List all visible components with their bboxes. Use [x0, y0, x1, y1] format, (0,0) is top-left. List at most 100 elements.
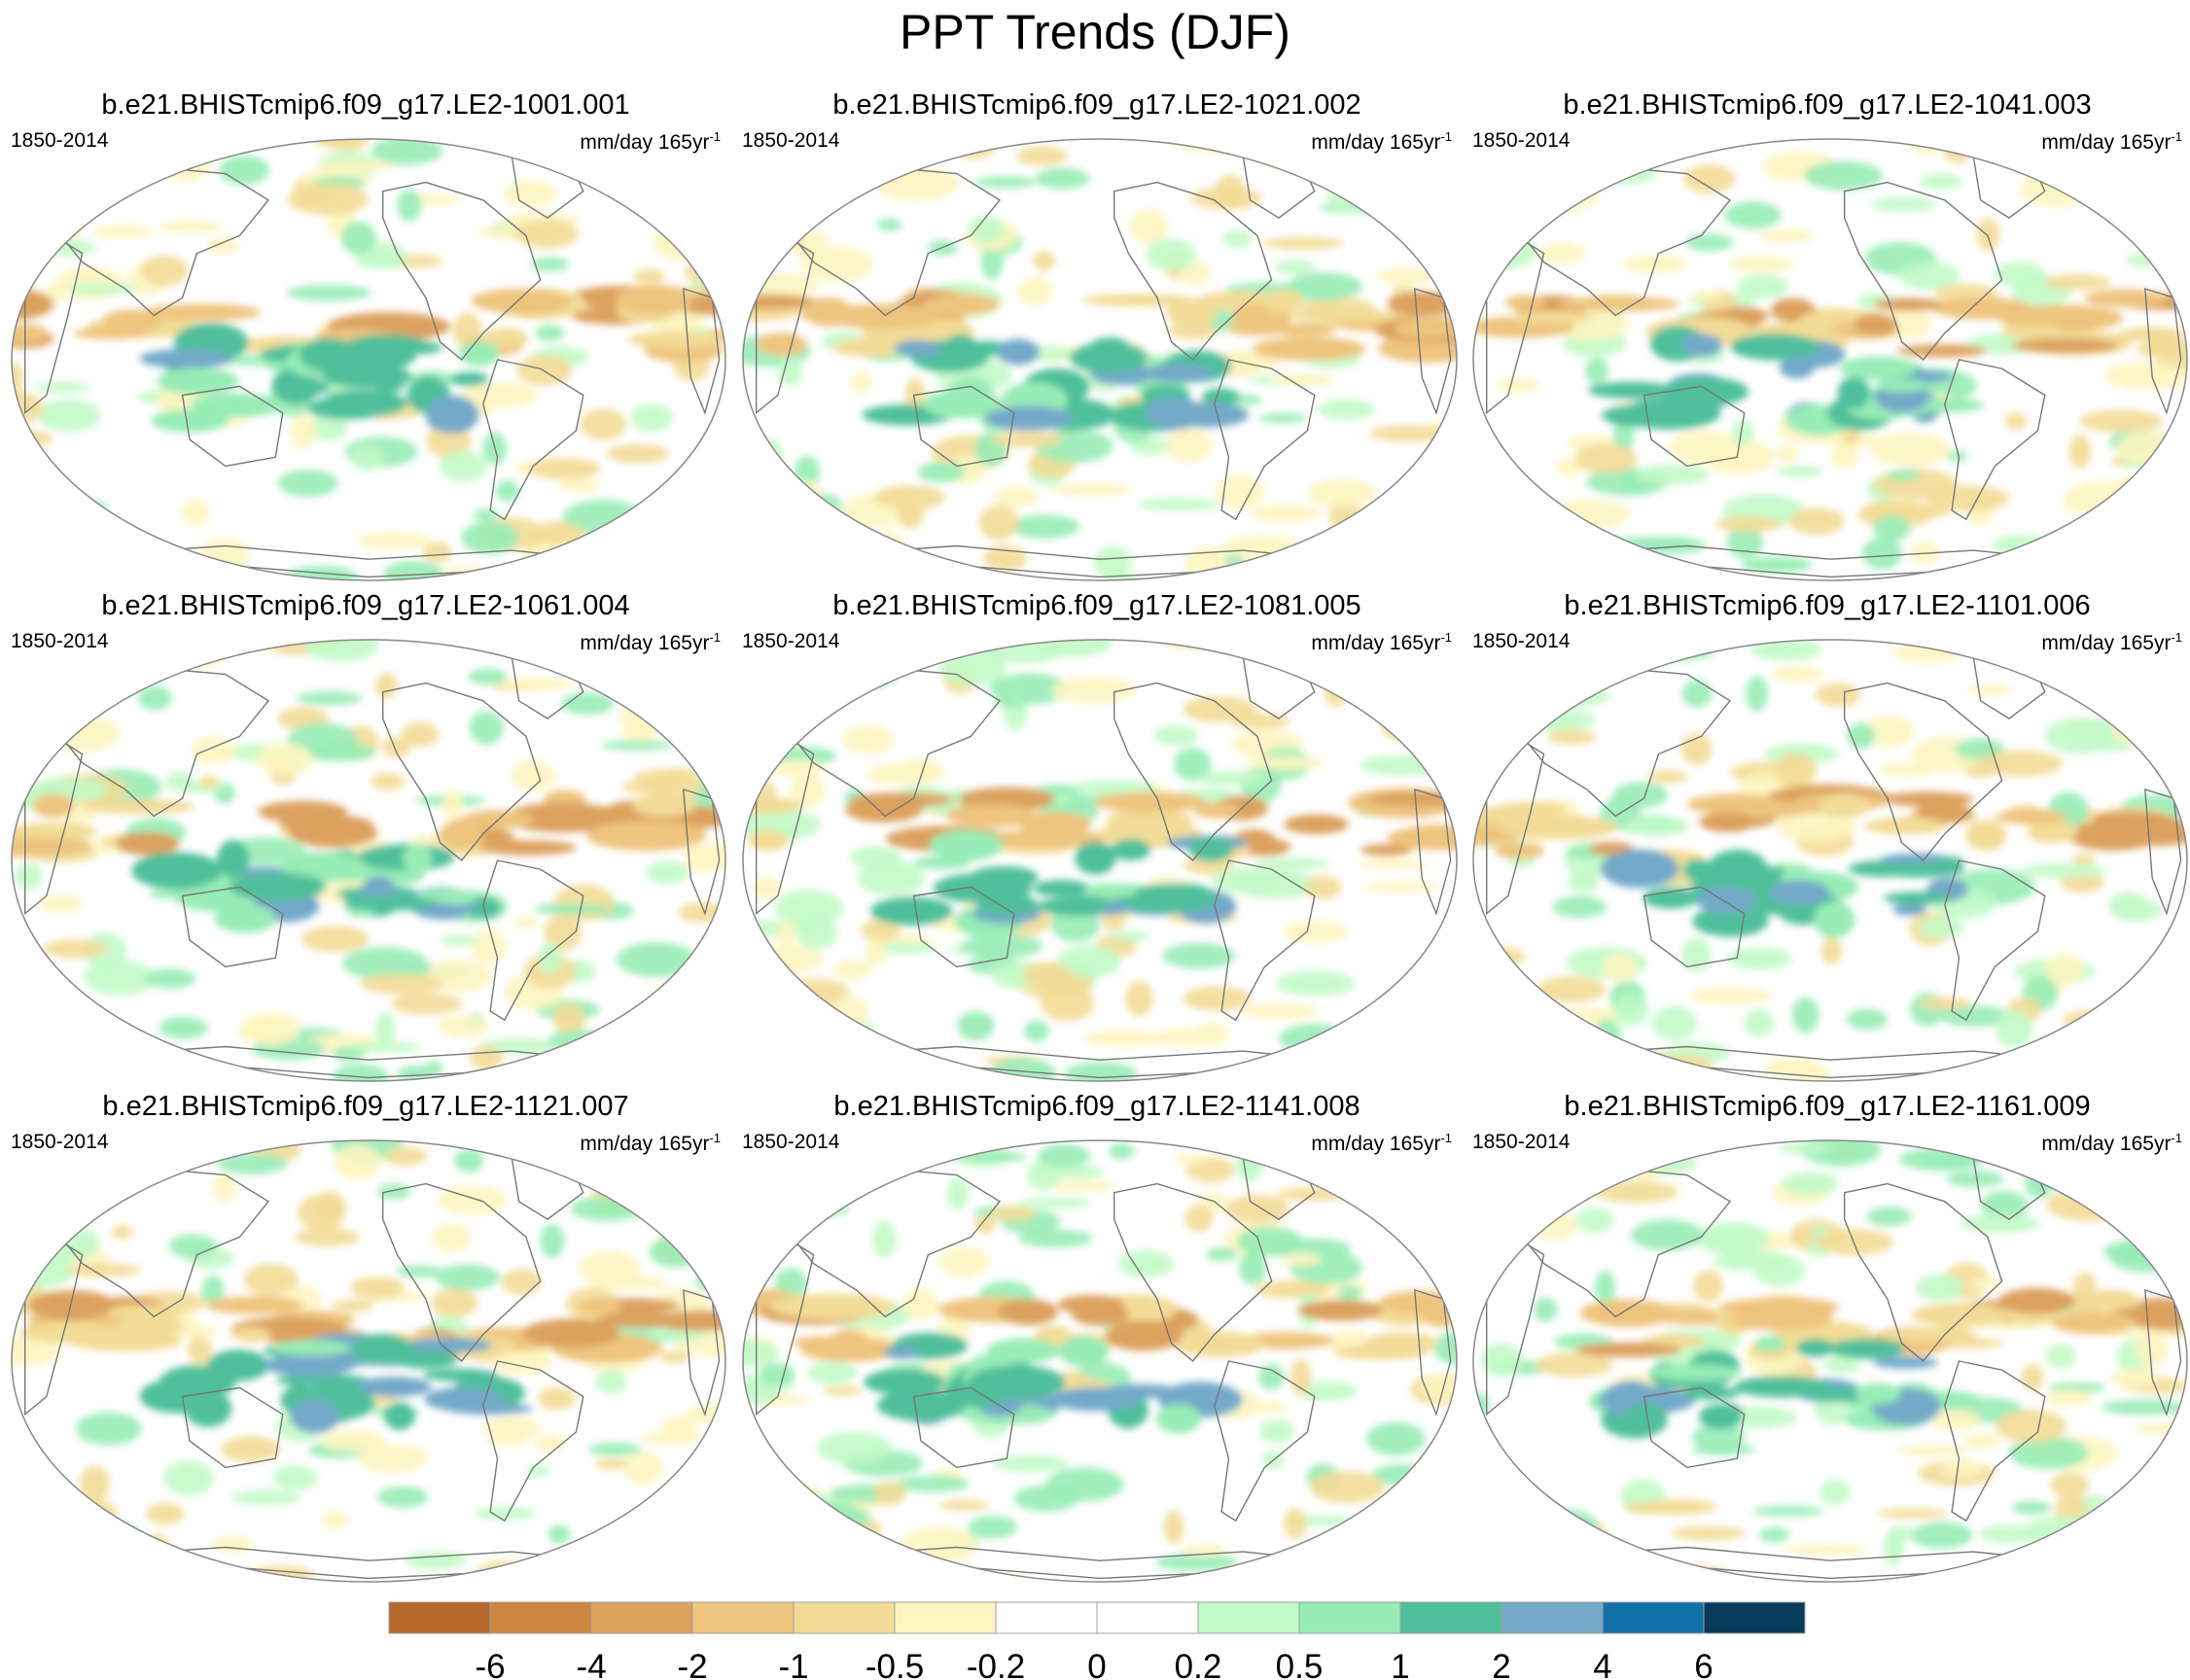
colorbar-box: [1501, 1601, 1604, 1634]
panel-title: b.e21.BHISTcmip6.f09_g17.LE2-1081.005: [832, 590, 1361, 621]
robinson-map: [11, 138, 726, 581]
map-border: [11, 1139, 726, 1583]
panel-title: b.e21.BHISTcmip6.f09_g17.LE2-1041.003: [1563, 89, 2092, 121]
panel-period: 1850-2014: [11, 630, 109, 652]
precip-trend-field: [1473, 1140, 2187, 1582]
colorbar-box: [388, 1601, 491, 1634]
colorbar-box: [1703, 1601, 1806, 1634]
robinson-map: [742, 639, 1458, 1082]
robinson-map: [11, 639, 726, 1082]
map-panel: b.e21.BHISTcmip6.f09_g17.LE2-1061.004 185…: [3, 588, 728, 1094]
panel-units: mm/day 165yr-1: [580, 124, 721, 156]
units-exponent: -1: [2171, 129, 2182, 144]
units-exponent: -1: [2171, 1131, 2182, 1145]
robinson-map: [11, 1139, 726, 1583]
units-text: mm/day 165yr: [1311, 131, 1441, 154]
map-panel: b.e21.BHISTcmip6.f09_g17.LE2-1141.008 185…: [734, 1089, 1460, 1594]
panel-title: b.e21.BHISTcmip6.f09_g17.LE2-1161.009: [1564, 1091, 2091, 1122]
map-panel: b.e21.BHISTcmip6.f09_g17.LE2-1121.007 185…: [3, 1089, 728, 1594]
panel-units: mm/day 165yr-1: [2041, 1126, 2182, 1157]
colorbar-box: [1298, 1601, 1401, 1634]
panel-units: mm/day 165yr-1: [1311, 1126, 1452, 1157]
panel-period: 1850-2014: [742, 129, 840, 152]
units-text: mm/day 165yr: [580, 131, 710, 154]
robinson-map: [1472, 639, 2188, 1082]
colorbar-label: -2: [677, 1648, 707, 1680]
map-border: [11, 639, 726, 1082]
units-text: mm/day 165yr: [2041, 632, 2172, 654]
units-text: mm/day 165yr: [580, 1133, 710, 1155]
units-text: mm/day 165yr: [2041, 1133, 2172, 1155]
units-text: mm/day 165yr: [2041, 131, 2172, 154]
units-text: mm/day 165yr: [580, 632, 710, 654]
colorbar-label: -6: [475, 1648, 505, 1680]
robinson-map: [742, 138, 1458, 581]
coastlines: [1485, 155, 2182, 578]
units-exponent: -1: [1440, 1131, 1452, 1145]
panel-units: mm/day 165yr-1: [580, 1126, 721, 1157]
panel-period: 1850-2014: [1472, 129, 1571, 152]
colorbar-label: 6: [1694, 1648, 1713, 1680]
colorbar-label: -0.2: [967, 1648, 1025, 1680]
units-exponent: -1: [2171, 630, 2182, 645]
panel-units: mm/day 165yr-1: [580, 625, 721, 656]
panel-period: 1850-2014: [1472, 1131, 1571, 1153]
colorbar-box: [1197, 1601, 1300, 1634]
map-border: [1472, 639, 2188, 1082]
colorbar-box: [1602, 1601, 1705, 1634]
panel-units: mm/day 165yr-1: [1311, 124, 1452, 156]
colorbar-box: [489, 1601, 592, 1634]
panel-period: 1850-2014: [1472, 630, 1571, 652]
coastlines: [23, 155, 721, 578]
map-panel: b.e21.BHISTcmip6.f09_g17.LE2-1041.003 185…: [1465, 88, 2190, 593]
units-text: mm/day 165yr: [1311, 1133, 1441, 1155]
colorbar-box: [995, 1601, 1098, 1634]
units-text: mm/day 165yr: [1311, 632, 1441, 654]
map-border: [11, 138, 726, 581]
colorbar-box: [691, 1601, 795, 1634]
colorbar-box: [793, 1601, 896, 1634]
panel-title: b.e21.BHISTcmip6.f09_g17.LE2-1001.001: [101, 89, 630, 121]
colorbar-box: [1399, 1601, 1502, 1634]
panel-units: mm/day 165yr-1: [1311, 625, 1452, 656]
colorbar-label: -1: [778, 1648, 808, 1680]
panel-period: 1850-2014: [11, 1131, 109, 1153]
colorbar-label: 0: [1087, 1648, 1106, 1680]
colorbar-label: 1: [1391, 1648, 1409, 1680]
map-panel: b.e21.BHISTcmip6.f09_g17.LE2-1081.005 185…: [734, 588, 1460, 1094]
units-exponent: -1: [1440, 129, 1452, 144]
panel-title: b.e21.BHISTcmip6.f09_g17.LE2-1101.006: [1564, 590, 2091, 621]
units-exponent: -1: [709, 630, 721, 645]
panel-period: 1850-2014: [742, 1131, 840, 1153]
colorbar-label: -0.5: [865, 1648, 924, 1680]
units-exponent: -1: [1440, 630, 1452, 645]
figure-title: PPT Trends (DJF): [900, 5, 1290, 59]
robinson-map: [1472, 1139, 2188, 1583]
map-border: [742, 1139, 1458, 1583]
panel-period: 1850-2014: [11, 129, 109, 152]
map-border: [742, 138, 1458, 581]
coastlines: [755, 655, 1452, 1079]
units-exponent: -1: [709, 1131, 721, 1145]
colorbar-label: 0.5: [1276, 1648, 1324, 1680]
colorbar-box: [894, 1601, 997, 1634]
units-exponent: -1: [709, 129, 721, 144]
colorbar-label: -4: [576, 1648, 606, 1680]
robinson-map: [1472, 138, 2188, 581]
panel-units: mm/day 165yr-1: [2041, 124, 2182, 156]
map-panel: b.e21.BHISTcmip6.f09_g17.LE2-1021.002 185…: [734, 88, 1460, 593]
map-border: [1472, 138, 2188, 581]
map-panel: b.e21.BHISTcmip6.f09_g17.LE2-1101.006 185…: [1465, 588, 2190, 1094]
panel-title: b.e21.BHISTcmip6.f09_g17.LE2-1121.007: [102, 1091, 629, 1122]
colorbar-label: 4: [1593, 1648, 1611, 1680]
colorbar-label: 0.2: [1175, 1648, 1222, 1680]
panel-title: b.e21.BHISTcmip6.f09_g17.LE2-1141.008: [833, 1091, 1360, 1122]
colorbar-label: 2: [1492, 1648, 1510, 1680]
colorbar-box: [1096, 1601, 1199, 1634]
panel-period: 1850-2014: [742, 630, 840, 652]
panel-units: mm/day 165yr-1: [2041, 625, 2182, 656]
map-border: [1472, 1139, 2188, 1583]
map-border: [742, 639, 1458, 1082]
precip-trend-field: [12, 139, 725, 580]
map-panel: b.e21.BHISTcmip6.f09_g17.LE2-1001.001 185…: [3, 88, 728, 593]
